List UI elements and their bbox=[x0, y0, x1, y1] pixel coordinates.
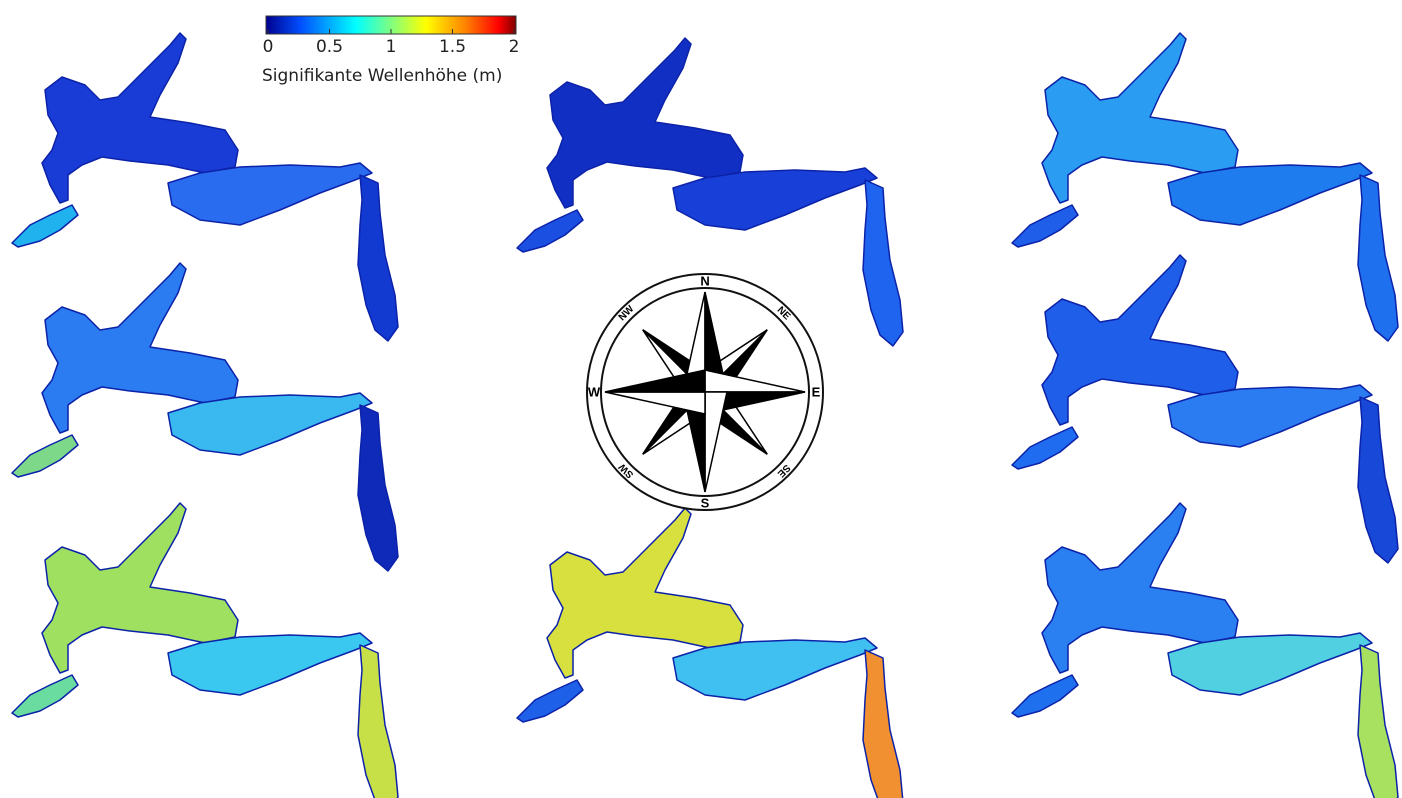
compass-label-e: E bbox=[812, 385, 821, 400]
lake-basin bbox=[1357, 396, 1399, 564]
colorbar-tick-label: 0 bbox=[262, 37, 274, 57]
lake-basin bbox=[11, 204, 79, 248]
lake-map-n bbox=[516, 37, 904, 347]
lake-map-sw bbox=[11, 502, 399, 798]
lake-basin bbox=[546, 507, 744, 679]
colorbar-tick-label: 2 bbox=[508, 37, 520, 57]
lake-basin bbox=[1041, 254, 1239, 426]
lake-basin bbox=[862, 179, 904, 347]
lake-basin bbox=[546, 37, 744, 209]
lake-basin bbox=[11, 674, 79, 718]
lake-basin bbox=[516, 209, 584, 253]
lake-basin bbox=[41, 502, 239, 674]
lake-maps bbox=[11, 32, 1399, 798]
lake-basin bbox=[357, 644, 399, 798]
lake-map-e bbox=[1011, 254, 1399, 564]
lake-map-se bbox=[1011, 502, 1399, 798]
lake-basin bbox=[1041, 32, 1239, 204]
lake-basin bbox=[862, 649, 904, 798]
compass-point-dark bbox=[604, 369, 706, 393]
lake-basin bbox=[357, 174, 399, 342]
colorbar-tick-label: 1.5 bbox=[438, 37, 467, 57]
lake-basin bbox=[1041, 502, 1239, 674]
lake-basin bbox=[1357, 174, 1399, 342]
lake-basin bbox=[1011, 426, 1079, 470]
colorbar-tick-label: 0.5 bbox=[315, 37, 344, 57]
lake-basin bbox=[516, 679, 584, 723]
compass-label-n: N bbox=[700, 274, 709, 289]
lake-basin bbox=[11, 434, 79, 478]
lake-basin bbox=[41, 262, 239, 434]
compass-label-s: S bbox=[701, 496, 710, 511]
colorbar-title: Signifikante Wellenhöhe (m) bbox=[262, 66, 503, 86]
lake-basin bbox=[1011, 204, 1079, 248]
lake-map-nw bbox=[11, 32, 399, 342]
lake-map-w bbox=[11, 262, 399, 572]
colorbar-tick-label: 1 bbox=[385, 37, 397, 57]
lake-map-s bbox=[516, 507, 904, 798]
lake-basin bbox=[41, 32, 239, 204]
lake-map-ne bbox=[1011, 32, 1399, 342]
lake-basin bbox=[357, 404, 399, 572]
compass-label-w: W bbox=[588, 385, 601, 400]
lake-basin bbox=[1357, 644, 1399, 798]
lake-basin bbox=[1011, 674, 1079, 718]
